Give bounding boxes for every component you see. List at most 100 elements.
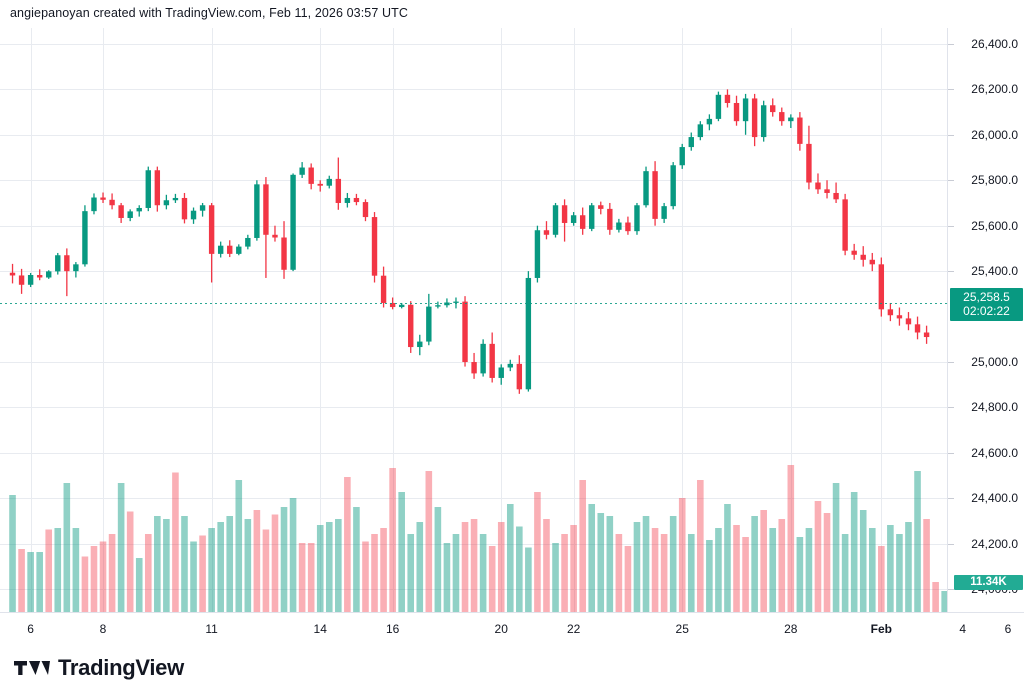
volume-bar: [380, 528, 387, 612]
candle-body: [163, 200, 170, 206]
candle-body: [751, 98, 758, 138]
candle-body: [227, 245, 233, 254]
volume-bar: [172, 472, 179, 612]
volume-value-badge[interactable]: 11.34K: [954, 575, 1023, 590]
volume-bar: [642, 516, 650, 612]
candle-body: [833, 192, 839, 200]
volume-bar: [651, 528, 659, 612]
volume-bar: [878, 546, 885, 612]
price-tick-label: 24,400.0: [971, 491, 1018, 506]
time-axis[interactable]: 6811141620222528Feb461012: [0, 612, 1024, 645]
candle-body: [570, 215, 577, 223]
candle-body: [797, 117, 803, 144]
candle-body: [788, 117, 794, 122]
volume-bar: [262, 529, 270, 612]
candle-body: [82, 211, 88, 265]
volume-bar: [669, 516, 677, 612]
candle-body: [263, 184, 269, 235]
volume-bar: [896, 534, 903, 612]
volume-bar: [778, 519, 786, 612]
volume-bar: [914, 471, 921, 612]
chart-canvas: [0, 28, 947, 612]
candle-body: [661, 206, 667, 219]
candle-body: [480, 343, 486, 374]
volume-bar: [552, 543, 559, 612]
candle-body: [254, 184, 260, 238]
time-tick-label: 6: [1004, 622, 1012, 636]
volume-bar: [887, 525, 894, 612]
price-tick-dash: [948, 452, 954, 454]
volume-bar: [154, 516, 161, 612]
candle-body: [516, 363, 523, 390]
candle-body: [598, 205, 604, 209]
candle-body: [136, 207, 142, 212]
candle-body: [498, 367, 504, 378]
volume-bar: [570, 525, 577, 612]
volume-bar: [525, 547, 532, 612]
price-axis[interactable]: 26,400.0 26,200.0 26,000.0 25,800.0 25,600.0…: [947, 28, 1024, 612]
vertical-gridlines: [31, 28, 882, 612]
volume-bar: [497, 522, 505, 612]
volume-bar: [760, 510, 767, 612]
candle-body: [91, 197, 97, 212]
volume-bar: [479, 534, 487, 612]
volume-bar: [18, 549, 25, 612]
volume-bar: [905, 522, 912, 612]
candle-body: [118, 205, 124, 218]
candle-body: [625, 222, 631, 232]
volume-bar: [81, 556, 89, 612]
candle-body: [408, 304, 414, 348]
tradingview-logo[interactable]: TradingView: [14, 655, 184, 681]
volume-bar: [407, 534, 415, 612]
chart-plot-area[interactable]: [0, 28, 947, 612]
candle-body: [435, 305, 441, 307]
price-tick-dash: [948, 43, 954, 45]
candle-body: [616, 222, 622, 230]
volume-bar: [452, 534, 460, 612]
candle-body: [670, 165, 676, 207]
volume-bar: [706, 540, 713, 612]
price-tick-dash: [948, 498, 954, 500]
volume-bar: [235, 480, 243, 612]
candle-body: [887, 309, 894, 316]
candle-body: [561, 205, 568, 223]
chart-footer: TradingView: [0, 645, 1024, 696]
candle-body: [317, 183, 323, 186]
price-tick-label: 26,400.0: [971, 36, 1018, 51]
candle-body: [806, 143, 812, 183]
time-tick-label: 6: [27, 622, 34, 636]
horizontal-gridlines: [0, 44, 947, 590]
candle-body: [245, 237, 251, 247]
volume-bar: [298, 543, 306, 612]
price-tick-label: 25,400.0: [971, 264, 1018, 279]
volume-bar: [461, 522, 469, 612]
candle-body: [706, 118, 713, 125]
candle-body: [896, 315, 903, 319]
candle-body: [109, 199, 115, 206]
time-tick-label: 22: [566, 622, 581, 636]
volume-bar: [72, 528, 80, 612]
price-tick-dash: [948, 134, 954, 136]
candle-body: [462, 301, 468, 363]
volume-bar: [325, 522, 333, 612]
time-tick-label: 14: [313, 622, 327, 636]
candle-body: [525, 277, 532, 390]
price-tick-label: 24,600.0: [971, 445, 1018, 460]
volume-bar: [54, 528, 62, 612]
volume-bar: [217, 522, 224, 612]
candle-body: [217, 245, 224, 254]
candle-body: [426, 306, 432, 342]
price-tick-label: 25,600.0: [971, 218, 1018, 233]
last-price-badge[interactable]: 25,258.5 02:02:22: [950, 288, 1023, 322]
tradingview-mark-icon: [14, 661, 50, 675]
volume-bar: [633, 522, 641, 612]
volume-bar: [126, 511, 134, 612]
volume-bar: [371, 534, 378, 612]
volume-bar: [416, 522, 424, 612]
candle-body: [779, 112, 785, 122]
candle-body: [417, 341, 423, 348]
candle-body: [380, 275, 387, 303]
volume-bar: [823, 513, 831, 612]
time-tick-label: 16: [385, 622, 400, 636]
candle-body: [308, 167, 314, 184]
